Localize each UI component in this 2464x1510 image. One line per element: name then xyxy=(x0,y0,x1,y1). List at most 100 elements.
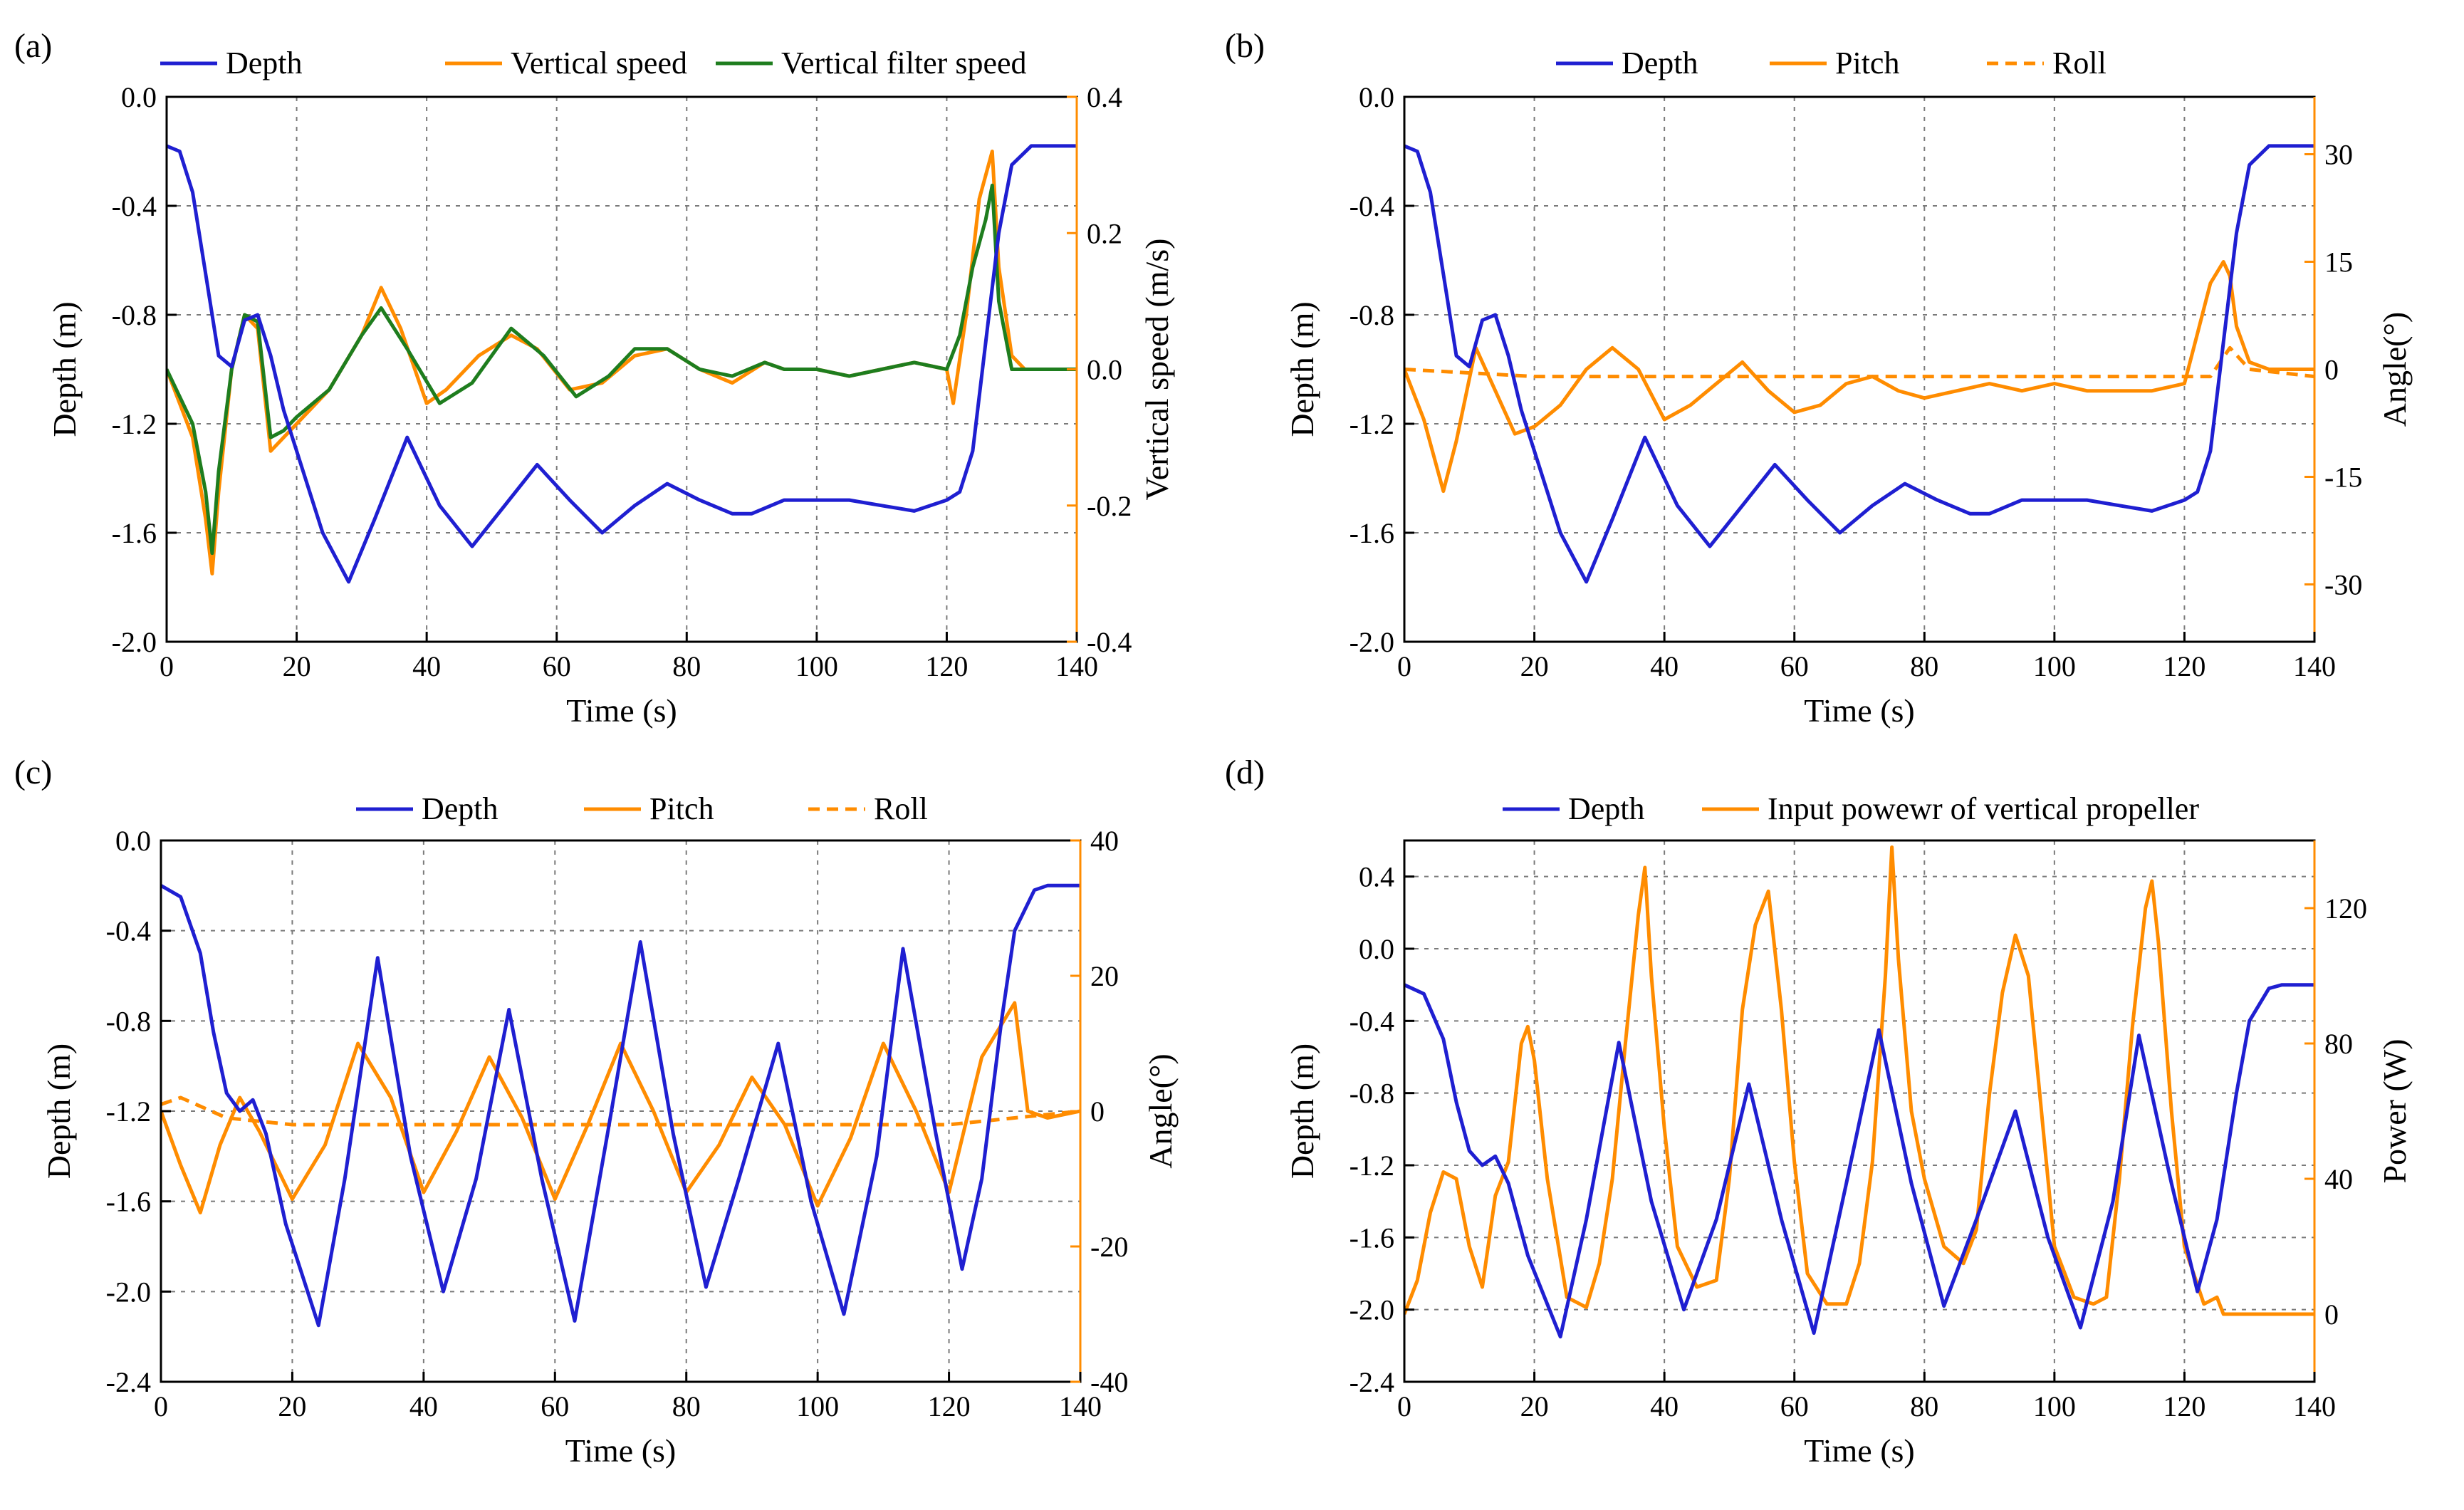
y-tick-label: -1.2 xyxy=(1350,408,1394,440)
x-tick-label: 0 xyxy=(1397,650,1411,682)
x-tick-label: 140 xyxy=(2293,1390,2336,1422)
y2-tick-label: 40 xyxy=(2324,1163,2353,1195)
x-tick-label: 60 xyxy=(543,650,571,682)
x-tick-label: 0 xyxy=(1397,1390,1411,1422)
x-tick-label: 20 xyxy=(283,650,311,682)
x-tick-label: 60 xyxy=(1780,650,1809,682)
x-tick-label: 140 xyxy=(1059,1390,1102,1422)
x-tick-label: 60 xyxy=(1780,1390,1809,1422)
x-tick-label: 120 xyxy=(2163,650,2205,682)
y2-tick-label: -0.2 xyxy=(1087,490,1132,522)
series-line-pitch xyxy=(1404,260,2314,494)
panel-label: (d) xyxy=(1225,754,1265,791)
series-line-roll xyxy=(1404,345,2314,379)
y-tick-label: -2.0 xyxy=(1350,626,1394,658)
legend-label: Pitch xyxy=(649,791,714,826)
y2-tick-label: 0.4 xyxy=(1087,81,1122,113)
y-tick-label: -1.6 xyxy=(1350,517,1394,549)
legend-label: Depth xyxy=(1568,791,1645,826)
y-tick-label: -1.2 xyxy=(112,408,157,440)
panel-b: 0 20 40 60 80 100 120 140 -2.0 -1.6 -1.2 -0.8 -0.4 0.… xyxy=(1225,27,2413,729)
legend-label: Depth xyxy=(226,46,303,80)
legend-label: Roll xyxy=(874,791,928,826)
series-group xyxy=(161,883,1080,1328)
y2-tick-label: 20 xyxy=(1090,960,1119,992)
y2-tick-label: 0 xyxy=(1090,1095,1105,1128)
y-tick-label: -1.6 xyxy=(1350,1222,1394,1254)
x-tick-label: 140 xyxy=(1055,650,1098,682)
y-tick-label: -1.2 xyxy=(1350,1150,1394,1182)
y-tick-label: -0.8 xyxy=(106,1005,151,1037)
panel-label: (a) xyxy=(14,27,52,65)
y2-tick-label: 15 xyxy=(2324,246,2353,278)
y2-tick-label: 0 xyxy=(2324,1298,2339,1331)
y2-tick-label: 0.0 xyxy=(1087,354,1122,386)
x-axis-title: Time (s) xyxy=(566,692,677,729)
y-axis-title: Depth (m) xyxy=(1284,301,1320,437)
x-tick-label: 40 xyxy=(1650,650,1679,682)
x-tick-label: 0 xyxy=(154,1390,168,1422)
y-tick-label: -0.8 xyxy=(1350,1078,1394,1110)
x-tick-label: 40 xyxy=(409,1390,438,1422)
legend-label: Depth xyxy=(422,791,498,826)
series-line-depth xyxy=(1404,144,2314,584)
legend-label: Depth xyxy=(1622,46,1698,80)
series-line-input-powewr-of-vertical-propeller xyxy=(1404,845,2314,1316)
y2-tick-label: -30 xyxy=(2324,568,2362,600)
y-tick-label: 0.4 xyxy=(1359,861,1394,893)
x-tick-label: 120 xyxy=(925,650,968,682)
series-group xyxy=(167,144,1077,584)
series-group xyxy=(1404,144,2314,584)
x-tick-label: 60 xyxy=(541,1390,569,1422)
panel-label: (b) xyxy=(1225,27,1265,65)
y-tick-label: 0.0 xyxy=(121,81,157,113)
y-tick-label: -1.2 xyxy=(106,1095,151,1128)
series-line-depth xyxy=(167,144,1077,584)
x-tick-label: 40 xyxy=(412,650,441,682)
y2-tick-label: 40 xyxy=(1090,825,1119,857)
x-tick-label: 140 xyxy=(2293,650,2336,682)
legend-label: Vertical speed xyxy=(511,46,687,80)
y-tick-label: -0.8 xyxy=(1350,299,1394,331)
y2-tick-label: 0.2 xyxy=(1087,217,1122,249)
legend: Depth Pitch Roll xyxy=(1556,46,2107,80)
y-tick-label: -0.4 xyxy=(1350,190,1394,222)
y-tick-label: -2.0 xyxy=(1350,1294,1394,1326)
y2-axis-title: Power (W) xyxy=(2376,1038,2413,1183)
series-line-roll xyxy=(161,1095,1080,1127)
grid xyxy=(1404,97,2314,642)
x-axis-title: Time (s) xyxy=(1804,1432,1915,1469)
y-tick-label: -2.4 xyxy=(106,1366,151,1398)
y-axis-title: Depth (m) xyxy=(46,301,83,437)
y-tick-label: -0.4 xyxy=(106,915,151,947)
y2-tick-label: -20 xyxy=(1090,1231,1128,1263)
legend: Depth Pitch Roll xyxy=(356,791,928,826)
y-tick-label: -1.6 xyxy=(112,517,157,549)
y-tick-label: 0.0 xyxy=(1359,81,1394,113)
x-tick-label: 80 xyxy=(1910,650,1938,682)
y-tick-label: 0.0 xyxy=(1359,933,1394,965)
x-axis-title: Time (s) xyxy=(1804,692,1915,729)
x-tick-label: 0 xyxy=(160,650,174,682)
x-tick-label: 20 xyxy=(278,1390,306,1422)
y2-tick-label: -15 xyxy=(2324,461,2362,493)
legend-label: Pitch xyxy=(1835,46,1899,80)
y2-tick-label: 0 xyxy=(2324,354,2339,386)
y-tick-label: -0.8 xyxy=(112,299,157,331)
x-tick-label: 80 xyxy=(672,650,701,682)
panel-label: (c) xyxy=(14,754,52,791)
y2-axis-title: Angle(°) xyxy=(1142,1053,1179,1168)
y2-tick-label: 80 xyxy=(2324,1028,2353,1060)
x-tick-label: 80 xyxy=(1910,1390,1938,1422)
grid xyxy=(161,840,1080,1382)
y2-axis-title: Vertical speed (m/s) xyxy=(1139,239,1175,501)
y-axis-title: Depth (m) xyxy=(41,1043,77,1179)
x-axis-title: Time (s) xyxy=(565,1432,677,1469)
y-tick-label: -1.6 xyxy=(106,1186,151,1218)
panel-a: 0 20 40 60 80 100 120 140 -2.0 -1.6 -1.2 -0.8 -0.4 0.… xyxy=(14,27,1175,729)
x-tick-label: 120 xyxy=(928,1390,971,1422)
y-tick-label: 0.0 xyxy=(115,825,151,857)
y-tick-label: -0.4 xyxy=(1350,1005,1394,1037)
x-tick-label: 100 xyxy=(2033,1390,2076,1422)
